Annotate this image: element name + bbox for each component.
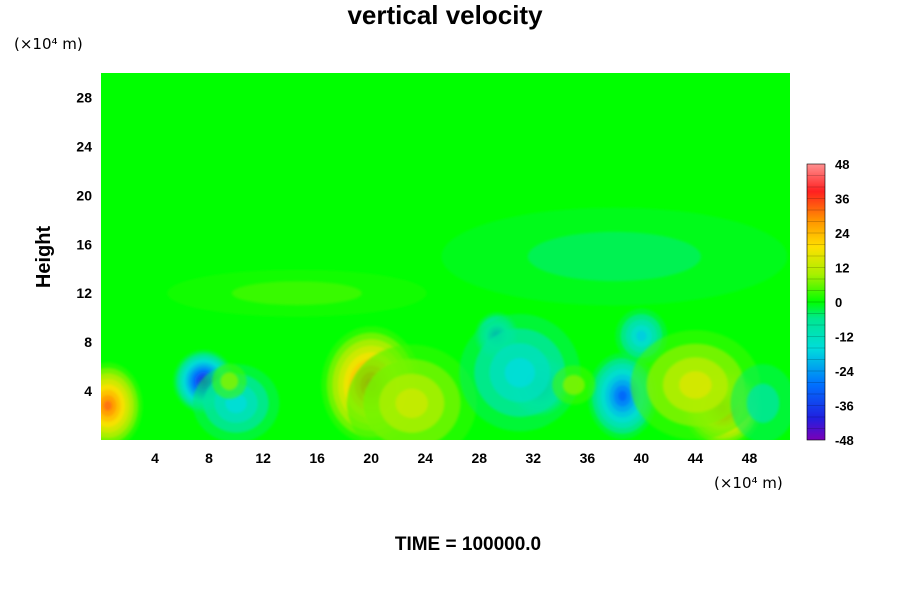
- colorbar-tick-label: -36: [835, 399, 854, 414]
- x-tick-label: 40: [634, 450, 650, 466]
- colorbar-tick-label: 12: [835, 261, 849, 276]
- velocity-cell: [346, 344, 477, 440]
- x-tick-label: 16: [309, 450, 325, 466]
- x-tick-label: 32: [526, 450, 542, 466]
- x-tick-label: 28: [471, 450, 487, 466]
- y-tick-label: 12: [76, 285, 92, 301]
- colorbar-ticks: 48 36 24 12 0 -12 -24 -36 -48: [835, 157, 855, 448]
- colorbar-tick-label: 36: [835, 192, 849, 207]
- y-tick-label: 20: [76, 187, 92, 203]
- colorbar-tick-label: 0: [835, 295, 842, 310]
- x-tick-label: 20: [363, 450, 379, 466]
- x-unit-label: (×10⁴ m): [714, 474, 783, 492]
- x-tick-label: 36: [580, 450, 596, 466]
- velocity-cell: [441, 207, 788, 306]
- colorbar-tick-label: -48: [835, 433, 854, 448]
- x-axis: 4 8 12 16 20 24 28 32 36 40 44 48: [151, 450, 757, 466]
- y-tick-label: 4: [84, 383, 92, 399]
- colorbar-tick-label: -12: [835, 330, 854, 345]
- velocity-cell: [730, 364, 790, 440]
- x-tick-label: 4: [151, 450, 159, 466]
- colorbar-tick-label: -24: [835, 364, 855, 379]
- colorbar-tick-label: 24: [835, 226, 850, 241]
- colorbar-levels: [807, 175, 825, 429]
- colorbar-tick-label: 48: [835, 157, 849, 172]
- velocity-cell: [101, 362, 143, 440]
- y-unit-label: (×10⁴ m): [14, 35, 83, 53]
- y-tick-label: 24: [76, 138, 92, 154]
- velocity-cell: [459, 313, 581, 432]
- colorbar: 48 36 24 12 0 -12 -24 -36 -48: [806, 157, 855, 448]
- heatmap-plot-area: [101, 73, 790, 440]
- time-label: TIME = 100000.0: [395, 534, 541, 555]
- y-axis: 4 8 12 16 20 24 28: [76, 89, 92, 399]
- y-axis-label: Height: [33, 226, 55, 289]
- chart-title: vertical velocity: [347, 0, 543, 30]
- velocity-cell: [212, 363, 247, 399]
- heatmap-field: [101, 207, 790, 440]
- x-tick-label: 24: [417, 450, 433, 466]
- y-tick-label: 28: [76, 89, 92, 105]
- x-tick-label: 44: [688, 450, 704, 466]
- x-tick-label: 12: [255, 450, 271, 466]
- velocity-cell: [630, 330, 761, 440]
- y-tick-label: 8: [84, 334, 92, 350]
- y-tick-label: 16: [76, 236, 92, 252]
- velocity-cell: [552, 365, 596, 405]
- x-tick-label: 48: [742, 450, 758, 466]
- x-tick-label: 8: [205, 450, 213, 466]
- velocity-cell: [167, 269, 427, 317]
